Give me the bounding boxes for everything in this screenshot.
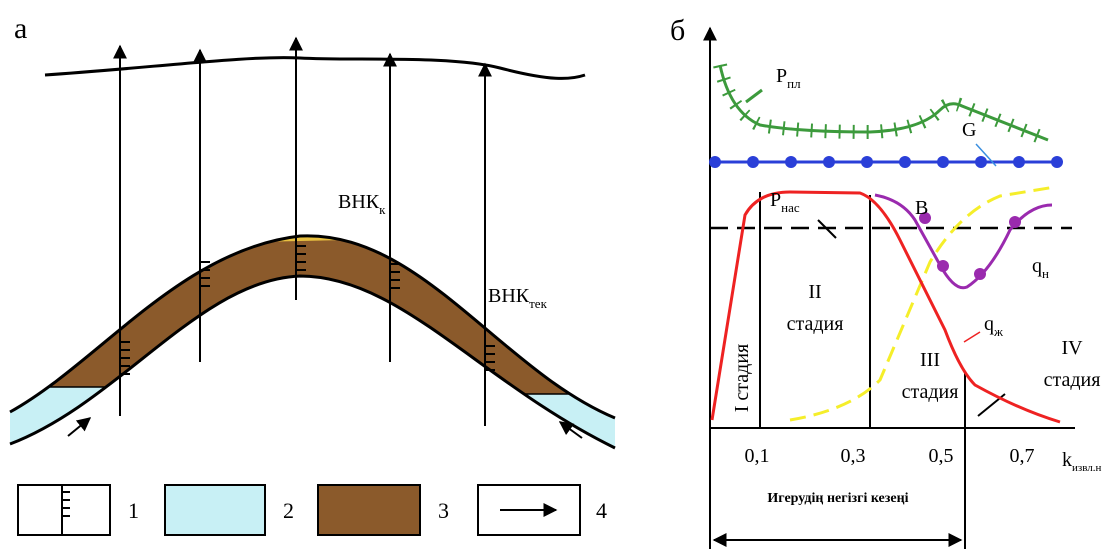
stage-label: стадия (1044, 369, 1101, 391)
contact-final: ВНКк (338, 191, 386, 217)
label-g: G (962, 119, 976, 141)
legend-label: 4 (596, 498, 607, 523)
x-axis-label: kизвл.н (1062, 449, 1102, 474)
label-b: B (915, 197, 928, 219)
legend: 1 2 3 4 (18, 485, 607, 535)
x-tick-label: 0,5 (929, 445, 954, 467)
panel-label: а (14, 12, 27, 45)
panel-b: б Pпл G B Pнас (670, 14, 1102, 549)
stage-label: III (920, 349, 940, 371)
stage-label: IV (1061, 337, 1083, 359)
legend-label: 2 (283, 498, 294, 523)
water-right (490, 394, 620, 474)
stage-label: стадия (902, 381, 959, 403)
water-left (0, 387, 125, 467)
oil-layer (10, 236, 615, 448)
legend-label: 3 (438, 498, 449, 523)
x-tick-label: 0,7 (1010, 445, 1035, 467)
wells (120, 38, 485, 426)
stage-label: II (808, 281, 821, 303)
surface (45, 58, 585, 79)
stage-label: стадия (787, 313, 844, 335)
label-p-res: Pпл (776, 65, 801, 91)
contact-current: ВНКтек (488, 285, 548, 311)
period-label: Игерудің негізгі кезеңі (767, 491, 908, 506)
legend-label: 1 (128, 498, 139, 523)
panel-a: а ВНКк ВНКтек (0, 12, 620, 474)
label-q-liq: qж (984, 313, 1004, 339)
figure: а ВНКк ВНКтек (0, 0, 1118, 549)
x-tick-label: 0,1 (745, 445, 770, 467)
stage-label: I стадия (731, 344, 753, 412)
label-q-oil: qн (1032, 255, 1049, 281)
x-tick-label: 0,3 (841, 445, 866, 467)
panel-label: б (670, 14, 685, 47)
